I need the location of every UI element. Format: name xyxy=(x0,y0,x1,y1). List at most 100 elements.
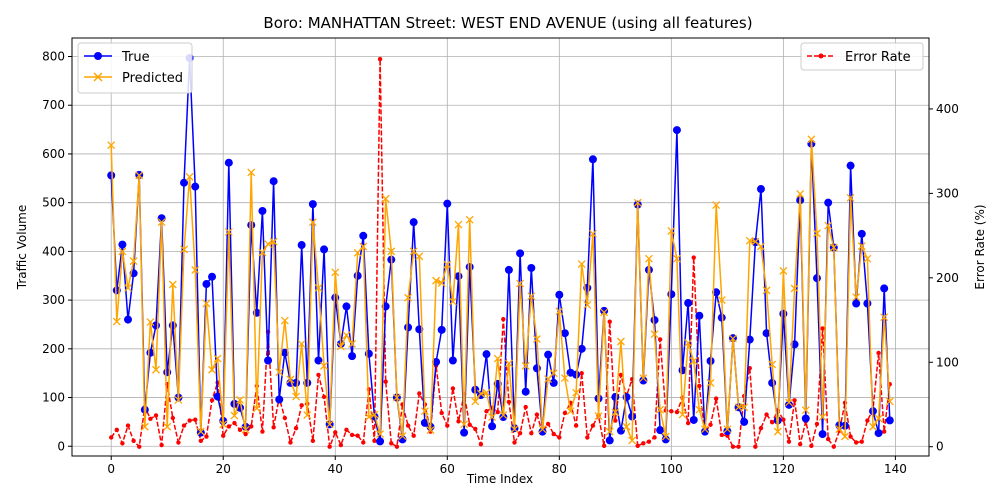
predicted-point xyxy=(695,405,704,414)
predicted-point xyxy=(140,422,149,431)
predicted-point xyxy=(616,337,625,346)
error-rate-point xyxy=(657,337,663,342)
predicted-point xyxy=(633,198,642,207)
predicted-point xyxy=(493,354,502,363)
predicted-point xyxy=(168,280,177,289)
predicted-point xyxy=(796,189,805,198)
error-rate-point xyxy=(506,399,512,405)
error-rate-point xyxy=(114,427,120,433)
predicted-point xyxy=(857,242,866,250)
predicted-point xyxy=(258,248,267,257)
right-axis-ticks: 0 100 200 300 400 xyxy=(929,102,959,454)
predicted-point xyxy=(527,292,536,301)
true-point xyxy=(667,290,676,299)
predicted-point xyxy=(835,425,844,434)
predicted-point xyxy=(286,375,295,384)
true-point xyxy=(650,316,659,325)
predicted-point xyxy=(219,420,228,429)
y-tick-label-left: 100 xyxy=(42,391,65,405)
predicted-point xyxy=(342,331,351,340)
error-rate-point xyxy=(473,426,478,432)
true-point xyxy=(885,416,894,425)
x-tick-label: 20 xyxy=(216,462,231,476)
y-tick-label-left: 0 xyxy=(57,439,65,453)
predicted-point xyxy=(157,218,166,227)
true-point xyxy=(404,323,413,332)
true-point xyxy=(269,177,278,186)
predicted-point xyxy=(420,407,429,416)
predicted-point xyxy=(488,413,497,421)
predicted-point xyxy=(740,403,749,412)
error-rate-point xyxy=(831,444,836,449)
error-rate-point xyxy=(876,350,881,356)
predicted-point xyxy=(521,361,530,370)
predicted-point xyxy=(437,279,446,288)
true-point xyxy=(247,221,256,230)
error-rate-point xyxy=(333,430,338,435)
predicted-point xyxy=(852,293,861,302)
legend-pred-marker xyxy=(93,72,103,82)
error-rate-point xyxy=(579,371,584,376)
error-rate-point xyxy=(641,441,646,446)
error-rate-point xyxy=(797,441,803,447)
error-rate-point xyxy=(321,394,327,400)
error-rate-point xyxy=(439,410,444,416)
true-point xyxy=(616,426,625,435)
predicted-point xyxy=(213,354,222,363)
predicted-point xyxy=(152,365,160,374)
predicted-point xyxy=(689,357,698,365)
predicted-point xyxy=(236,396,244,404)
predicted-point xyxy=(297,339,306,348)
predicted-point xyxy=(381,194,390,203)
true-point xyxy=(320,245,329,254)
predicted-point xyxy=(807,135,816,144)
true-point xyxy=(202,280,211,289)
y-tick-label-left: 800 xyxy=(42,50,65,64)
true-point xyxy=(768,378,777,387)
error-rate-point xyxy=(691,255,696,260)
legend-true-label: True xyxy=(121,50,150,65)
error-rate-point xyxy=(825,436,831,442)
predicted-point xyxy=(678,410,687,419)
error-rate-point xyxy=(355,433,360,438)
true-point xyxy=(460,428,469,437)
true-point xyxy=(824,198,833,207)
x-tick-label: 40 xyxy=(328,462,343,476)
true-point xyxy=(342,302,351,311)
true-point xyxy=(549,378,558,387)
error-rate-point xyxy=(243,431,248,437)
error-rate-point xyxy=(848,434,853,439)
error-rate-point xyxy=(271,425,276,430)
true-point xyxy=(482,350,491,359)
predicted-point xyxy=(308,218,317,227)
y-tick-label-left: 400 xyxy=(42,244,65,258)
x-tick-label: 140 xyxy=(884,462,907,476)
predicted-point xyxy=(762,286,771,295)
error-rate-point xyxy=(131,438,136,443)
error-rate-point xyxy=(792,398,797,403)
error-rate-point xyxy=(159,442,164,448)
error-rate-point xyxy=(495,409,500,415)
predicted-point xyxy=(594,412,603,421)
true-point xyxy=(532,364,541,373)
true-point xyxy=(880,284,889,293)
predicted-point xyxy=(303,411,312,420)
predicted-point xyxy=(516,279,525,288)
true-point xyxy=(863,299,872,308)
y-axis-label-left: Traffic Volume xyxy=(15,205,29,291)
error-rate-point xyxy=(613,418,618,423)
error-rate-point xyxy=(685,420,691,426)
error-rate-point xyxy=(193,417,198,422)
legend-pred-label: Predicted xyxy=(122,71,183,86)
error-rate-point xyxy=(758,425,764,431)
error-rate-point xyxy=(478,441,484,447)
predicted-point xyxy=(336,342,345,351)
predicted-point xyxy=(510,425,519,434)
predicted-point xyxy=(869,422,877,431)
predicted-point xyxy=(387,247,396,256)
error-rate-point xyxy=(288,440,293,445)
error-rate-point xyxy=(187,418,192,423)
predicted-point xyxy=(555,307,564,316)
predicted-point xyxy=(224,227,233,236)
predicted-point xyxy=(163,422,172,431)
